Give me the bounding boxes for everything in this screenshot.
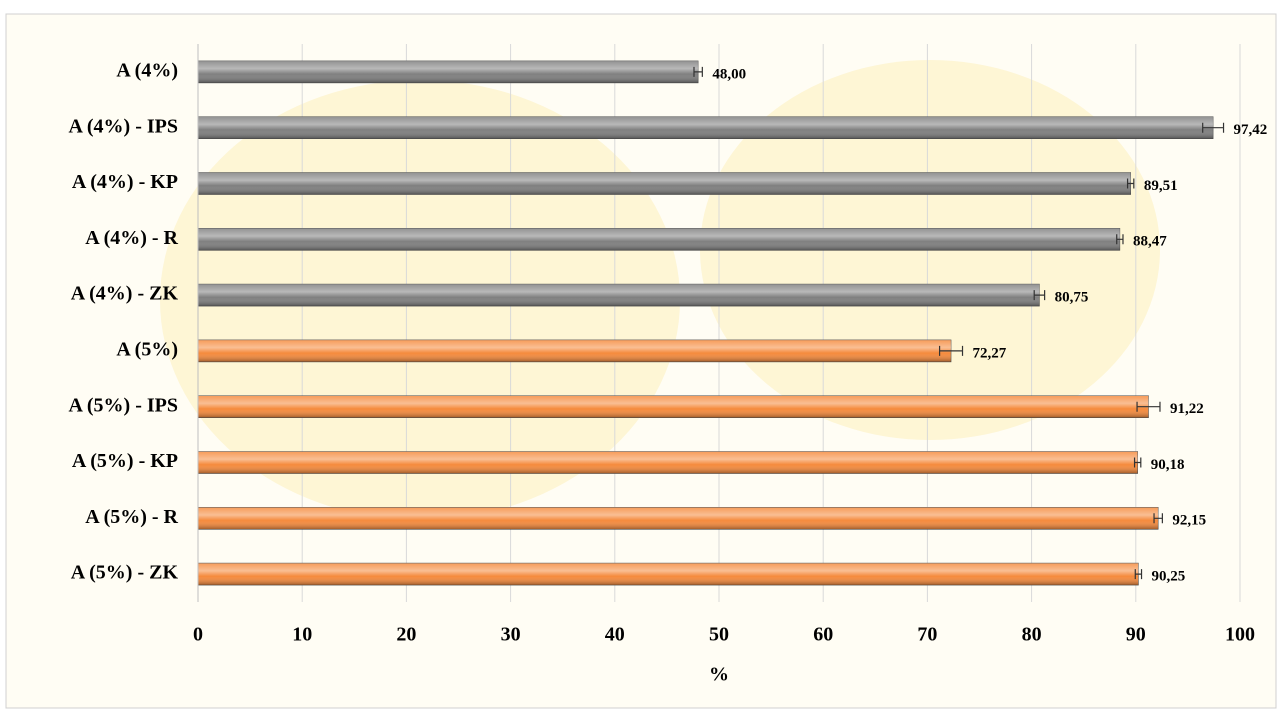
y-tick-label: A (4%) - R	[85, 227, 178, 249]
y-tick-label: A (4%) - IPS	[69, 115, 178, 137]
x-tick-label: 100	[1225, 624, 1255, 646]
y-tick-label: A (5%) - IPS	[69, 394, 178, 416]
bar-shine	[198, 172, 1131, 195]
y-tick-label: A (5%) - ZK	[71, 562, 179, 584]
x-tick-label: 0	[193, 624, 203, 646]
value-label: 92,15	[1172, 513, 1206, 529]
bar-shine	[198, 563, 1139, 586]
value-label: 72,27	[973, 345, 1007, 361]
x-tick-label: 80	[1022, 624, 1042, 646]
bar-shine	[198, 339, 952, 362]
bar-shine	[198, 395, 1149, 418]
x-tick-label: 30	[501, 624, 521, 646]
value-label: 80,75	[1055, 290, 1089, 306]
value-label: 89,51	[1144, 178, 1178, 194]
error-bar	[1133, 457, 1142, 468]
error-bar	[938, 345, 964, 356]
x-tick-label: 60	[813, 624, 833, 646]
x-tick-label: 90	[1126, 624, 1146, 646]
error-bar	[1126, 178, 1135, 189]
error-bar	[1136, 401, 1161, 412]
x-tick-label: 10	[292, 624, 312, 646]
y-tick-label: A (4%)	[116, 59, 178, 81]
y-tick-label: A (5%) - KP	[72, 450, 178, 472]
x-tick-label: 40	[605, 624, 625, 646]
error-bar	[693, 66, 703, 77]
bar-shine	[198, 507, 1159, 530]
x-tick-label: 20	[396, 624, 416, 646]
x-axis-label: %	[709, 664, 729, 686]
bar-shine	[198, 60, 699, 83]
error-bar	[1202, 122, 1225, 133]
bar-shine	[198, 451, 1138, 474]
y-tick-label: A (4%) - KP	[72, 171, 178, 193]
x-tick-label: 50	[709, 624, 729, 646]
x-tick-label: 70	[917, 624, 937, 646]
value-label: 90,25	[1152, 569, 1186, 585]
error-bar	[1153, 513, 1163, 524]
y-tick-label: A (5%) - R	[85, 506, 178, 528]
value-label: 90,18	[1151, 457, 1185, 473]
value-label: 48,00	[712, 66, 746, 82]
error-bar	[1116, 234, 1124, 245]
value-label: 97,42	[1234, 122, 1268, 138]
value-label: 91,22	[1170, 401, 1204, 417]
error-bar	[1134, 569, 1143, 580]
value-label: 88,47	[1133, 234, 1167, 250]
y-tick-label: A (4%) - ZK	[71, 283, 179, 305]
error-bar	[1033, 290, 1046, 301]
bar-shine	[198, 284, 1040, 307]
bar-shine	[198, 228, 1120, 251]
bar-shine	[198, 116, 1214, 139]
y-tick-label: A (5%)	[116, 338, 178, 360]
